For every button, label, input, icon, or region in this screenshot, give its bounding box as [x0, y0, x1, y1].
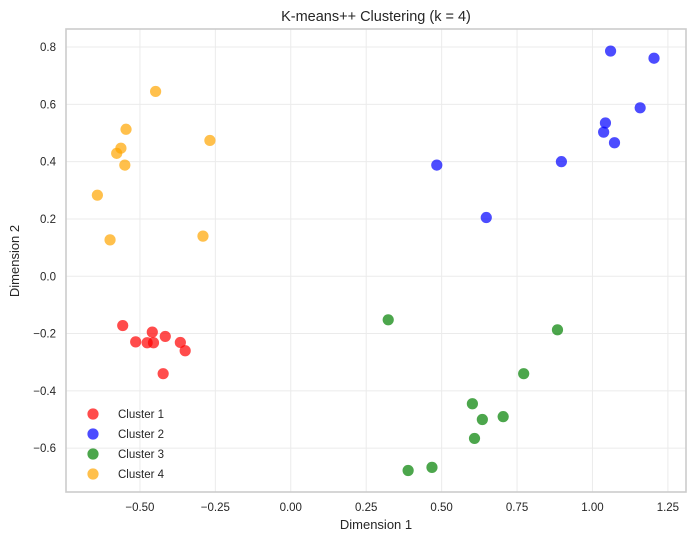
y-tick-label: 0.6 — [40, 99, 56, 111]
data-point — [551, 324, 564, 336]
data-point — [159, 330, 171, 343]
data-point — [120, 123, 132, 135]
data-point — [431, 159, 443, 171]
data-point — [634, 102, 646, 114]
y-tick-label: 0.8 — [40, 42, 56, 54]
data-point — [130, 336, 142, 348]
data-point — [147, 337, 160, 349]
data-point — [382, 314, 394, 326]
x-tick-label: −0.50 — [125, 502, 154, 514]
legend-item: Cluster 4 — [87, 468, 165, 481]
legend-label: Cluster 2 — [118, 429, 164, 441]
y-tick-label: −0.6 — [33, 443, 56, 455]
chart-title: K-means++ Clustering (k = 4) — [281, 9, 471, 25]
data-point — [197, 230, 209, 242]
x-tick-label: −0.25 — [201, 502, 230, 514]
legend-item: Cluster 3 — [87, 448, 164, 461]
data-point — [174, 336, 186, 349]
data-point — [608, 137, 621, 149]
y-tick-label: −0.4 — [33, 386, 56, 398]
x-tick-label: 0.50 — [430, 502, 452, 514]
y-tick-labels: −0.6 −0.4 −0.2 0.0 0.2 0.4 0.6 0.8 — [33, 42, 56, 455]
data-point — [150, 85, 162, 98]
x-tick-label: 1.00 — [581, 502, 603, 514]
data-point — [146, 326, 158, 338]
y-tick-label: 0.0 — [40, 271, 56, 283]
legend-marker — [87, 408, 99, 420]
data-point — [119, 159, 131, 171]
series-cluster-2 — [431, 45, 660, 224]
legend-label: Cluster 1 — [118, 409, 164, 421]
legend-item: Cluster 2 — [87, 428, 164, 441]
legend-marker — [87, 448, 99, 460]
x-tick-label: 0.75 — [506, 502, 528, 514]
data-point — [204, 134, 216, 147]
x-tick-labels: −0.50 −0.25 0.00 0.25 0.50 0.75 1.00 1.25 — [125, 502, 679, 514]
data-point — [91, 189, 103, 201]
data-points — [91, 45, 660, 477]
plot-frame — [65, 28, 687, 493]
data-point — [466, 398, 478, 410]
data-point — [117, 319, 129, 332]
legend-marker — [87, 468, 99, 480]
data-point — [480, 211, 492, 224]
data-point — [555, 156, 567, 168]
data-point — [468, 432, 481, 445]
data-point — [104, 234, 116, 246]
data-point — [598, 126, 610, 138]
legend: Cluster 1 Cluster 2 Cluster 3 Cluster 4 — [87, 408, 165, 481]
data-point — [518, 368, 530, 380]
series-cluster-4 — [91, 85, 216, 246]
data-point — [111, 147, 123, 159]
x-axis-label: Dimension 1 — [340, 517, 412, 532]
x-tick-label: 0.00 — [280, 502, 302, 514]
data-point — [179, 345, 191, 357]
legend-label: Cluster 3 — [118, 449, 164, 461]
legend-marker — [87, 428, 99, 440]
y-axis-label: Dimension 2 — [7, 225, 22, 297]
x-tick-label: 0.25 — [355, 502, 377, 514]
gridlines — [66, 29, 686, 492]
data-point — [476, 413, 488, 426]
y-tick-label: 0.2 — [40, 214, 56, 226]
y-tick-label: −0.2 — [33, 329, 56, 341]
data-point — [497, 411, 509, 423]
x-tick-label: 1.25 — [657, 502, 679, 514]
data-point — [402, 464, 414, 477]
y-tick-label: 0.4 — [40, 157, 57, 169]
series-cluster-3 — [382, 314, 564, 477]
data-point — [648, 52, 660, 64]
data-point — [426, 461, 438, 473]
data-point — [604, 45, 617, 57]
series-cluster-1 — [117, 319, 191, 380]
data-point — [157, 368, 169, 380]
legend-item: Cluster 1 — [87, 408, 164, 421]
data-point — [599, 117, 612, 129]
legend-label: Cluster 4 — [118, 469, 165, 481]
